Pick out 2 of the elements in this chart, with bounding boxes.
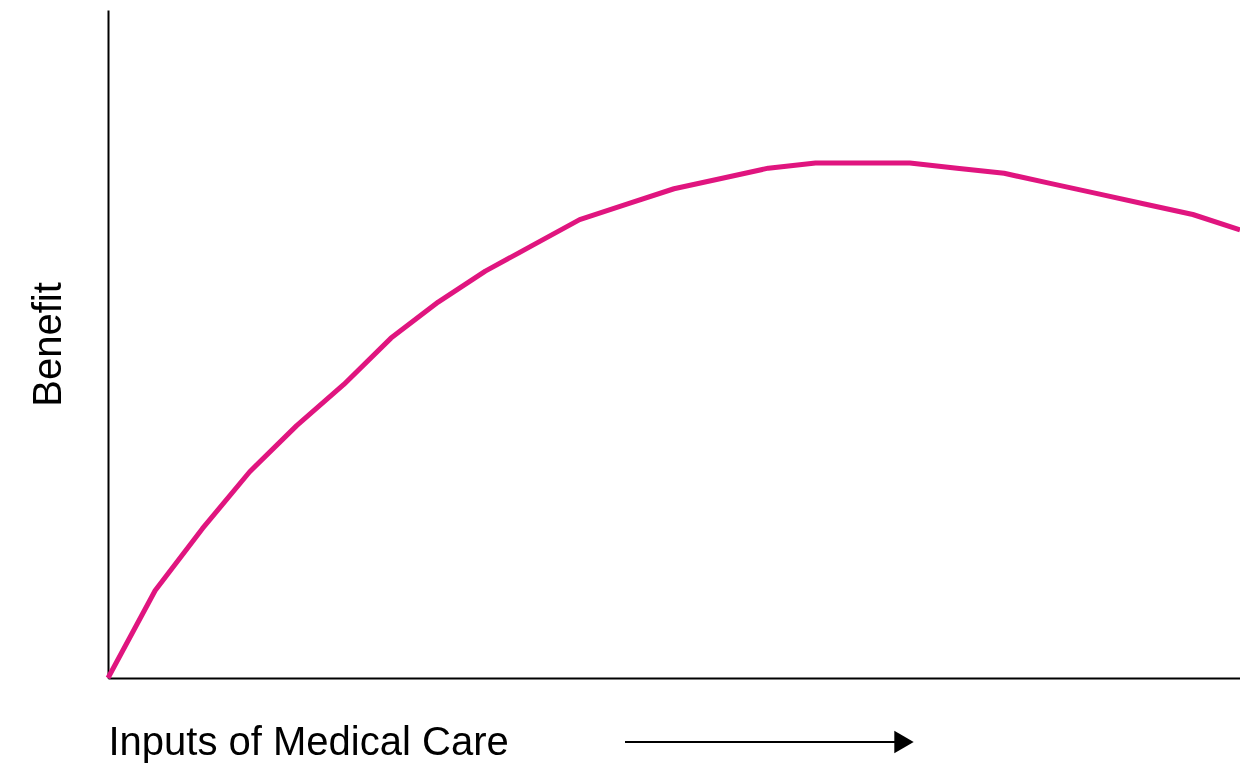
x-axis-title: Inputs of Medical Care bbox=[108, 718, 509, 763]
y-axis-title: Benefit bbox=[24, 282, 69, 407]
